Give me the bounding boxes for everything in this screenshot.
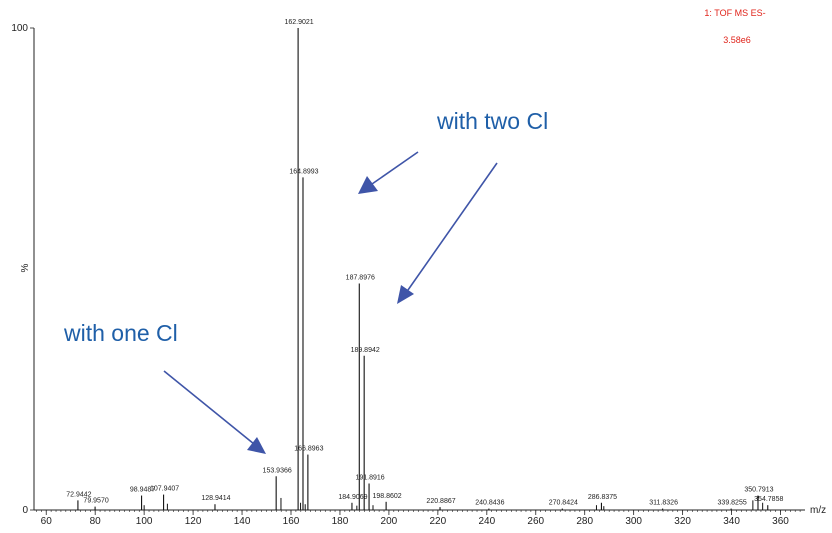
peak-label: 189.8942 [351,347,380,354]
peak-label: 187.8976 [346,274,375,281]
annotation-one-cl: with one Cl [63,320,178,346]
peak-label: 162.9021 [285,19,314,26]
x-tick-label: 200 [381,516,398,527]
x-tick-label: 140 [234,516,251,527]
arrow-two-cl-left [358,151,419,194]
peak-label: 311.8326 [649,500,678,507]
peak-label: 128.9414 [201,495,230,502]
x-tick-label: 300 [625,516,642,527]
x-tick-label: 320 [674,516,691,527]
peak-label: 107.9407 [150,486,179,493]
peak-label: 166.8963 [294,446,323,453]
peak-label: 164.8993 [289,168,318,175]
x-tick-label: 160 [283,516,300,527]
intensity-label: 3.58e6 [723,35,751,45]
peak-label: 72.9442 [66,491,91,498]
peak-label: 198.8602 [373,493,402,500]
peak-label: 286.8375 [588,494,617,501]
y-tick-label: 100 [11,23,28,34]
x-tick-label: 340 [723,516,740,527]
peak-label: 354.7858 [754,496,783,503]
x-tick-label: 360 [772,516,789,527]
arrow-two-cl-right [397,162,498,304]
x-tick-label: 120 [185,516,202,527]
y-ticks: 0 100 [11,23,34,516]
peak-label: 339.8255 [718,500,747,507]
x-tick-label: 240 [478,516,495,527]
axes [33,28,805,511]
peak-label: 220.8867 [426,498,455,505]
peak-label: 270.8424 [549,500,578,507]
x-tick-label: 280 [576,516,593,527]
peak-label: 98.9487 [130,487,155,494]
x-tick-label: 260 [527,516,544,527]
x-tick-label: 100 [136,516,153,527]
x-ticks: 60 80 100 120 140 160 180 200 220 240 260 280 300 320… [36,510,801,527]
peak-label: 153.9366 [263,467,292,474]
function-label: 1: TOF MS ES- [704,8,765,18]
x-tick-label: 60 [41,516,53,527]
peak-label: 184.9069 [338,494,367,501]
x-tick-label: 220 [430,516,447,527]
x-tick-label: 80 [90,516,102,527]
x-tick-label: 180 [332,516,349,527]
peak-label: 79.9570 [83,498,108,505]
annotation-two-cl: with two Cl [436,108,548,134]
peak-label: 350.7913 [744,487,773,494]
peak-label: 240.8436 [475,500,504,507]
y-axis-label: % [20,263,31,272]
x-axis-label: m/z [810,505,826,516]
arrow-one-cl [163,370,266,454]
peak-label: 191.8916 [355,474,384,481]
y-tick-label: 0 [22,505,28,516]
